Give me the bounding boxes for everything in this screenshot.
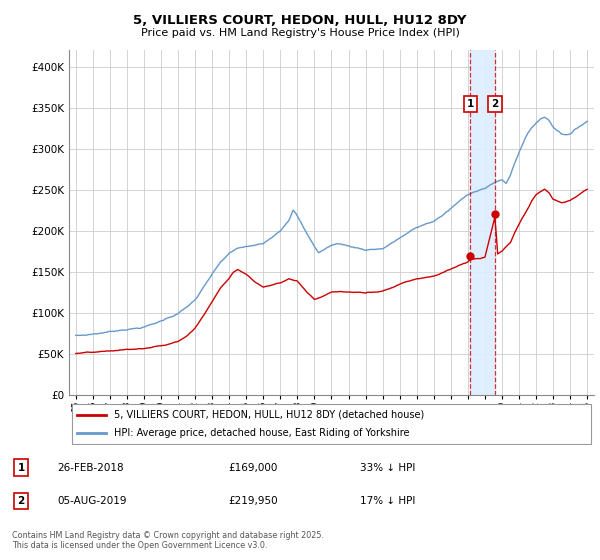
Text: 2: 2 xyxy=(17,496,25,506)
Text: Contains HM Land Registry data © Crown copyright and database right 2025.
This d: Contains HM Land Registry data © Crown c… xyxy=(12,530,324,550)
Text: 17% ↓ HPI: 17% ↓ HPI xyxy=(360,496,415,506)
Text: 5, VILLIERS COURT, HEDON, HULL, HU12 8DY: 5, VILLIERS COURT, HEDON, HULL, HU12 8DY xyxy=(133,14,467,27)
Text: Price paid vs. HM Land Registry's House Price Index (HPI): Price paid vs. HM Land Registry's House … xyxy=(140,28,460,38)
Text: 1: 1 xyxy=(17,463,25,473)
FancyBboxPatch shape xyxy=(71,404,592,444)
Text: £169,000: £169,000 xyxy=(228,463,277,473)
Text: 2: 2 xyxy=(491,99,499,109)
Text: 33% ↓ HPI: 33% ↓ HPI xyxy=(360,463,415,473)
Bar xyxy=(470,50,495,395)
Text: 1: 1 xyxy=(467,99,474,109)
Text: 26-FEB-2018: 26-FEB-2018 xyxy=(57,463,124,473)
Text: £219,950: £219,950 xyxy=(228,496,278,506)
Text: 5, VILLIERS COURT, HEDON, HULL, HU12 8DY (detached house): 5, VILLIERS COURT, HEDON, HULL, HU12 8DY… xyxy=(113,410,424,420)
Text: HPI: Average price, detached house, East Riding of Yorkshire: HPI: Average price, detached house, East… xyxy=(113,428,409,438)
Text: 05-AUG-2019: 05-AUG-2019 xyxy=(57,496,127,506)
